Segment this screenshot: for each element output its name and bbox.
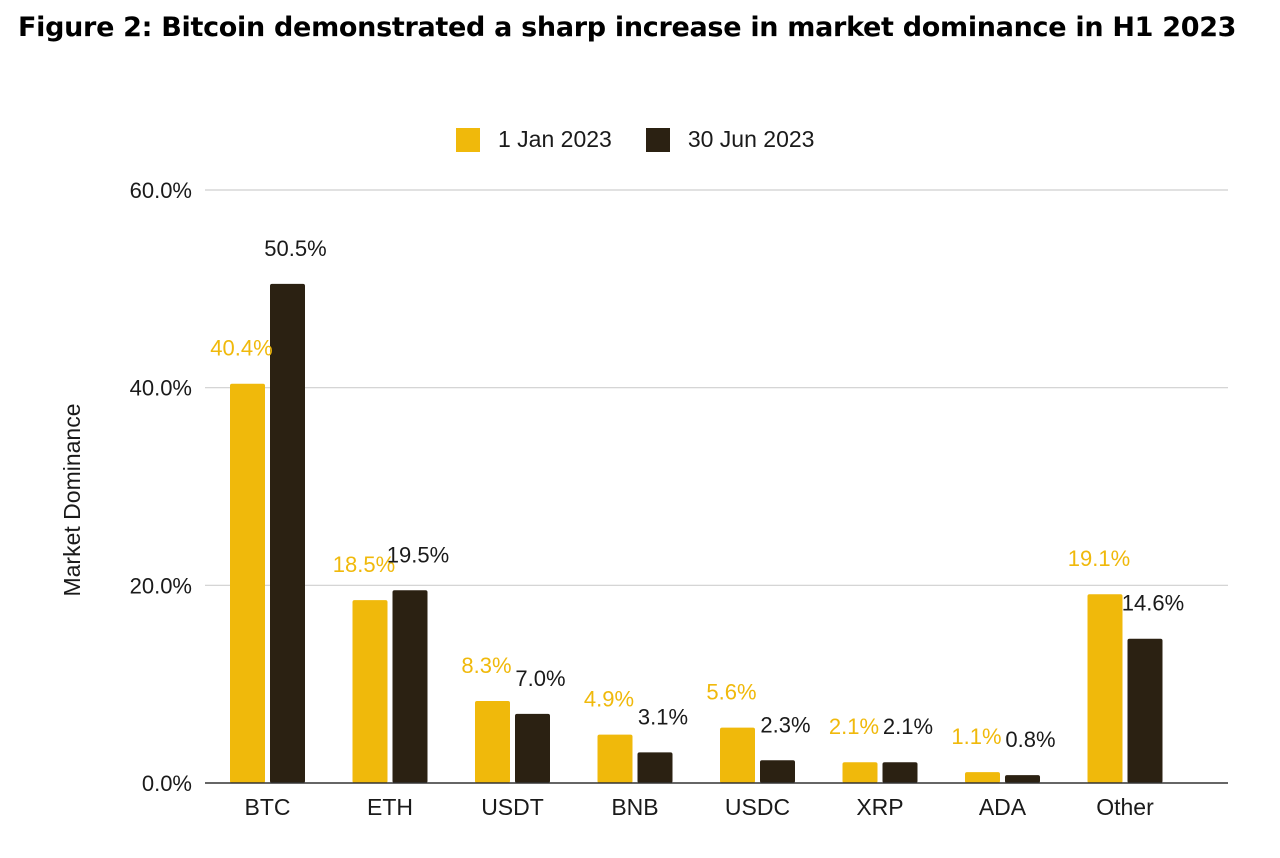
data-label-usdc-series-2: 2.3% — [760, 712, 810, 737]
y-axis-ticks: 0.0% 20.0% 40.0% 60.0% — [130, 178, 192, 796]
legend-swatch-series-2 — [645, 127, 670, 152]
bar-usdc-series-2 — [760, 760, 795, 783]
bar-other-series-1 — [1087, 594, 1123, 783]
grid-lines — [205, 189, 1228, 586]
bar-btc-series-2 — [270, 283, 305, 783]
x-tick-label-usdc: USDC — [725, 794, 790, 820]
bar-eth-series-1 — [352, 600, 388, 783]
legend-item-series-1: 1 Jan 2023 — [456, 126, 612, 153]
x-tick-label-other: Other — [1096, 794, 1154, 820]
x-axis-ticks: BTC ETH USDT BNB USDC XRP ADA Other — [245, 794, 1155, 820]
y-tick-label: 20.0% — [130, 573, 192, 598]
legend-swatch-series-1 — [456, 127, 480, 152]
bar-btc-series-1 — [230, 383, 265, 783]
legend-item-series-2: 30 Jun 2023 — [645, 126, 815, 153]
bar-xrp-series-2 — [882, 762, 918, 783]
figure-title: Figure 2: Bitcoin demonstrated a sharp i… — [18, 12, 1237, 43]
bar-usdt-series-2 — [515, 713, 550, 783]
bar-ada-series-2 — [1005, 775, 1040, 783]
bar-bnb-series-2 — [637, 752, 673, 783]
y-axis-label: Market Dominance — [59, 403, 85, 596]
y-tick-label: 40.0% — [130, 376, 192, 401]
y-tick-label: 0.0% — [142, 771, 192, 796]
data-labels: 40.4% 50.5% 18.5%19.5% 8.3%7.0% 4.9%3.1% 5.6%… — [210, 236, 1184, 752]
y-tick-label: 60.0% — [130, 178, 192, 203]
bar-usdc-series-1 — [720, 727, 755, 783]
data-label-usdt-series-2: 7.0% — [515, 666, 565, 691]
data-label-usdt-series-1: 8.3% — [461, 653, 511, 678]
data-label-btc-series-2: 50.5% — [264, 236, 326, 261]
legend-label-series-1: 1 Jan 2023 — [498, 126, 612, 152]
x-tick-label-btc: BTC — [245, 794, 291, 820]
bar-bnb-series-1 — [597, 734, 633, 783]
data-label-ada-series-2: 0.8% — [1005, 727, 1055, 752]
data-label-xrp-series-2: 2.1% — [883, 714, 933, 739]
x-tick-label-xrp: XRP — [856, 794, 903, 820]
chart-legend: 1 Jan 2023 30 Jun 2023 — [456, 126, 848, 153]
data-label-other-series-2: 14.6% — [1122, 591, 1184, 616]
legend-label-series-2: 30 Jun 2023 — [687, 126, 815, 152]
bar-usdt-series-1 — [475, 700, 510, 783]
data-label-other-series-1: 19.1% — [1068, 546, 1130, 571]
bar-ada-series-1 — [965, 772, 1000, 783]
data-label-eth-series-1: 18.5% — [333, 552, 395, 577]
bars — [230, 283, 1163, 783]
data-label-usdc-series-1: 5.6% — [706, 680, 756, 705]
data-label-eth-series-2: 19.5% — [387, 542, 449, 567]
bar-eth-series-2 — [392, 590, 428, 783]
data-label-bnb-series-1: 4.9% — [584, 687, 634, 712]
data-label-ada-series-1: 1.1% — [951, 724, 1001, 749]
x-tick-label-usdt: USDT — [481, 794, 544, 820]
bar-other-series-2 — [1127, 638, 1163, 783]
data-label-bnb-series-2: 3.1% — [638, 704, 688, 729]
x-tick-label-eth: ETH — [367, 794, 413, 820]
x-tick-label-ada: ADA — [979, 794, 1027, 820]
data-label-xrp-series-1: 2.1% — [829, 714, 879, 739]
x-tick-label-bnb: BNB — [611, 794, 658, 820]
bar-xrp-series-1 — [842, 762, 878, 783]
data-label-btc-series-1: 40.4% — [210, 336, 272, 361]
